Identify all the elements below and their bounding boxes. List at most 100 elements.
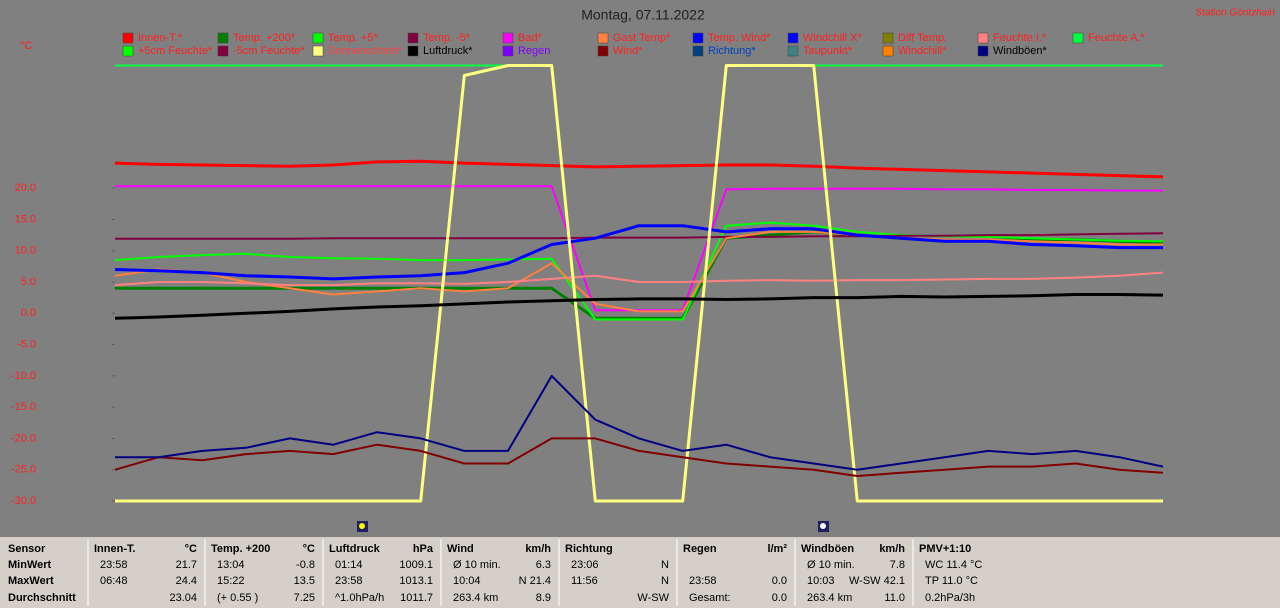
cell-right: 13.5 [294,575,315,587]
y-tick-label: -30.0 [11,495,36,507]
cell-right: 6.3 [536,559,551,571]
legend-label: Gast Temp* [613,32,671,44]
series-line [114,271,1164,287]
cell-right: 11.0 [884,592,905,604]
legend-label: -5cm Feuchte* [233,45,305,57]
row-head: Durchschnitt [8,592,76,604]
legend-swatch [692,32,704,44]
cell-left: 10:04 [453,575,481,587]
legend-label: Richtung* [708,45,756,57]
cell-left: WC 11.4 °C [925,559,982,571]
cell-left: 23:58 [100,559,128,571]
legend-label: Feuchte A.* [1088,32,1146,44]
cell-right: -0.8 [296,559,315,571]
cell-left: 23:58 [335,575,363,587]
row-head: Sensor [8,543,46,555]
cell-right: 0.0 [772,575,787,587]
cell-left: Ø 10 min. [453,559,501,571]
series-line [115,185,1163,312]
legend-swatch [502,32,514,44]
stats-table: Sensor MinWert MaxWert Durchschnitt Innen-T.… [8,539,982,606]
column-header: Regen [683,543,717,555]
legend-label: +5cm Feuchte* [138,45,213,57]
legend-label: Windchill X* [803,32,862,44]
background [0,0,1280,537]
legend-label: Temp. Wind* [708,32,771,44]
legend-label: Regen [518,45,550,57]
y-tick-label: 0.0 [21,307,36,319]
y-tick-label: -25.0 [11,464,36,476]
cell-left: 11:56 [571,575,598,587]
cell-right: 7.25 [294,592,315,604]
cell-left: 0.2hPa/3h [925,592,975,604]
cell-right: 1011.7 [400,592,433,604]
y-tick-label: -15.0 [11,401,36,413]
legend-swatch [787,32,799,44]
row-head: MinWert [8,559,52,571]
series-line [115,64,1163,503]
cell-right: W-SW [637,592,669,604]
legend-swatch [882,45,894,57]
legend-label: Sonnenschein* [328,45,403,57]
legend-swatch [217,32,229,44]
cell-left: 13:04 [217,559,245,571]
legend-swatch [597,32,609,44]
cell-left: 263.4 km [453,592,498,604]
cell-right: W-SW 42.1 [849,575,905,587]
legend-swatch [1072,32,1084,44]
cell-left: 06:48 [100,575,128,587]
chart-title: Montag, 07.11.2022 [581,7,705,23]
series-line [114,221,1164,321]
legend-label: Luftdruck* [423,45,473,57]
cell-left: 23:06 [571,559,599,571]
y-tick-label: 20.0 [15,182,36,194]
series-line [114,159,1164,179]
cell-left: 10:03 [807,575,835,587]
column-unit: km/h [525,543,551,555]
cell-right: 1009.1 [399,559,433,571]
cell-right: 24.4 [176,575,197,587]
legend-swatch [787,45,799,57]
column-header: Wind [447,543,474,555]
stats-panel [0,537,1280,608]
legend-label: Wind* [613,45,643,57]
legend-swatch [407,32,419,44]
column-header: Temp. +200 [211,543,270,555]
y-tick-label: 10.0 [15,245,36,257]
legend-swatch [312,45,324,57]
column-header: Richtung [565,543,613,555]
y-axis-label: °C [20,40,32,52]
legend-swatch [692,45,704,57]
legend-swatch [597,45,609,57]
legend-label: Taupunkt* [803,45,853,57]
legend-swatch [502,45,514,57]
station-name: Station Göritzhain [1196,8,1276,19]
series-line [115,374,1164,471]
column-unit: °C [303,543,315,555]
y-tick-label: -10.0 [11,370,36,382]
cell-right: 21.7 [176,559,197,571]
column-header: Windböen [801,543,854,555]
legend-swatch [977,32,989,44]
column-header: Innen-T. [94,543,136,555]
column-unit: km/h [879,543,905,555]
cell-right: 1013.1 [399,575,433,587]
cell-left: ^1.0hPa/h [335,592,384,604]
series-line [115,232,1164,240]
column-unit: hPa [413,543,434,555]
cell-left: 263.4 km [807,592,852,604]
cell-left: 01:14 [335,559,363,571]
legend-swatch [217,45,229,57]
cell-right: 8.9 [536,592,551,604]
legend-label: Bad* [518,32,543,44]
cell-right: 0.0 [772,592,787,604]
cell-right: 23.04 [169,592,197,604]
y-tick-label: 15.0 [15,213,36,225]
sun-icons [357,521,829,532]
legend-label: Temp. +200* [233,32,296,44]
column-unit: °C [185,543,197,555]
row-head: MaxWert [8,575,54,587]
legend-label: Temp. -5* [423,32,471,44]
column-unit: l/m² [767,543,787,555]
y-tick-label: -5.0 [17,338,36,350]
